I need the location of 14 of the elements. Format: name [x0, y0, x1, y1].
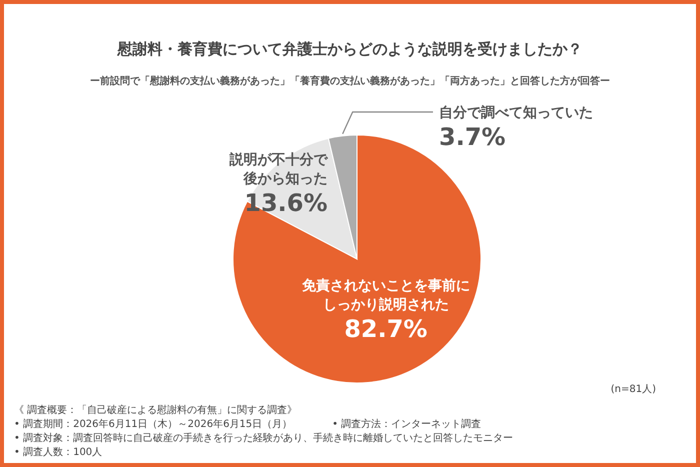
data-label: 13.6%	[243, 188, 328, 218]
data-label: 82.7%	[343, 314, 428, 344]
text: • 調査人数：100人	[14, 446, 102, 460]
data-label: 3.7%	[439, 122, 507, 152]
chart-subtitle: ー前設問で「慰謝料の支払い義務があった」「養育費の支払い義務があった」「両方あった」と回答した方が回答ー	[89, 74, 611, 88]
text: • 調査期間：2026年6月11日（木）～2026年6月15日（月）	[14, 418, 292, 432]
text: (n=81人)	[610, 383, 656, 396]
text: • 調査対象：調査回答時に自己破産の手続きを行った経験があり、手続き時に離婚していたと回答したモニター	[14, 432, 514, 446]
slice-label: 説明が不十分で後から知った	[228, 150, 328, 189]
slice-label: 免責されないことを事前にしっかり説明された	[300, 276, 471, 315]
slice-label: 自分で調べて知っていた	[439, 104, 594, 123]
text: • 調査方法：インターネット調査	[332, 418, 482, 432]
text: 《 調査概要：「自己破産による慰謝料の有無」に関する調査》	[14, 404, 298, 418]
chart-title: 慰謝料・養育費について弁護士からどのような説明を受けましたか？	[116, 40, 584, 59]
